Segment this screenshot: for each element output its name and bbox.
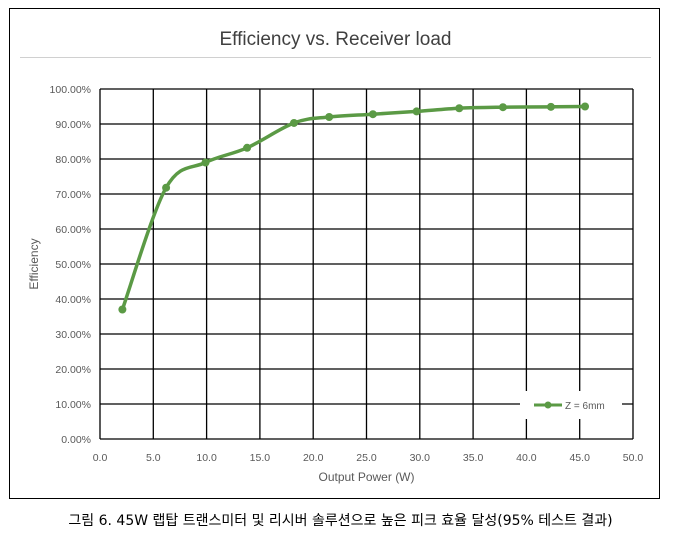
- data-point: [243, 143, 252, 152]
- chart-title: Efficiency vs. Receiver load: [219, 29, 452, 50]
- x-tick-label: 0.0: [93, 452, 108, 464]
- data-point: [581, 102, 590, 111]
- efficiency-chart: 0.0 5.0 10.0 15.0 20.0 25.0 30.0 35.0 40.0 45.0 50…: [27, 84, 644, 484]
- legend: Z = 6mm: [520, 391, 622, 419]
- y-tick-label: 80.00%: [55, 154, 91, 166]
- data-point: [201, 158, 210, 167]
- figure-caption: 그림 6. 45W 랩탑 트랜스미터 및 리시버 솔루션으로 높은 피크 효율 …: [68, 513, 613, 529]
- x-tick-label: 35.0: [463, 452, 484, 464]
- x-tick-label: 40.0: [516, 452, 537, 464]
- series-line: [120, 104, 586, 311]
- title-divider: [20, 57, 651, 58]
- y-tick-label: 50.00%: [55, 259, 91, 271]
- x-tick-label: 15.0: [250, 452, 271, 464]
- chart-frame: Efficiency vs. Receiver load: [9, 8, 660, 499]
- data-point: [290, 118, 299, 127]
- legend-entry-label: Z = 6mm: [565, 401, 605, 412]
- y-tick-label: 10.00%: [55, 399, 91, 411]
- grid-lines: [99, 88, 634, 440]
- y-tick-label: 30.00%: [55, 329, 91, 341]
- legend-marker: [544, 401, 552, 409]
- y-axis-ticks: 0.00% 10.00% 20.00% 30.00% 40.00% 50.00% 60.00…: [50, 84, 91, 446]
- x-tick-label: 45.0: [569, 452, 590, 464]
- x-tick-label: 30.0: [410, 452, 431, 464]
- y-tick-label: 60.00%: [55, 224, 91, 236]
- x-tick-label: 5.0: [146, 452, 161, 464]
- y-tick-label: 0.00%: [61, 434, 91, 446]
- x-tick-label: 25.0: [356, 452, 377, 464]
- data-point: [118, 305, 127, 314]
- data-point: [498, 103, 507, 112]
- y-tick-label: 20.00%: [55, 364, 91, 376]
- x-tick-label: 10.0: [196, 452, 217, 464]
- x-axis-ticks: 0.0 5.0 10.0 15.0 20.0 25.0 30.0 35.0 40.0 45.0 50…: [93, 452, 644, 464]
- y-axis-label: Efficiency: [27, 238, 41, 289]
- data-point: [412, 107, 421, 116]
- data-point: [455, 104, 464, 113]
- x-tick-label: 20.0: [303, 452, 324, 464]
- data-point: [368, 110, 377, 119]
- x-axis-label: Output Power (W): [318, 470, 414, 484]
- data-point: [162, 183, 171, 192]
- y-tick-label: 90.00%: [55, 119, 91, 131]
- y-tick-label: 70.00%: [55, 189, 91, 201]
- y-tick-label: 40.00%: [55, 294, 91, 306]
- x-tick-label: 50.0: [623, 452, 644, 464]
- data-point: [546, 102, 555, 111]
- series-group: [118, 102, 590, 314]
- y-tick-label: 100.00%: [50, 84, 91, 96]
- data-point: [325, 113, 334, 121]
